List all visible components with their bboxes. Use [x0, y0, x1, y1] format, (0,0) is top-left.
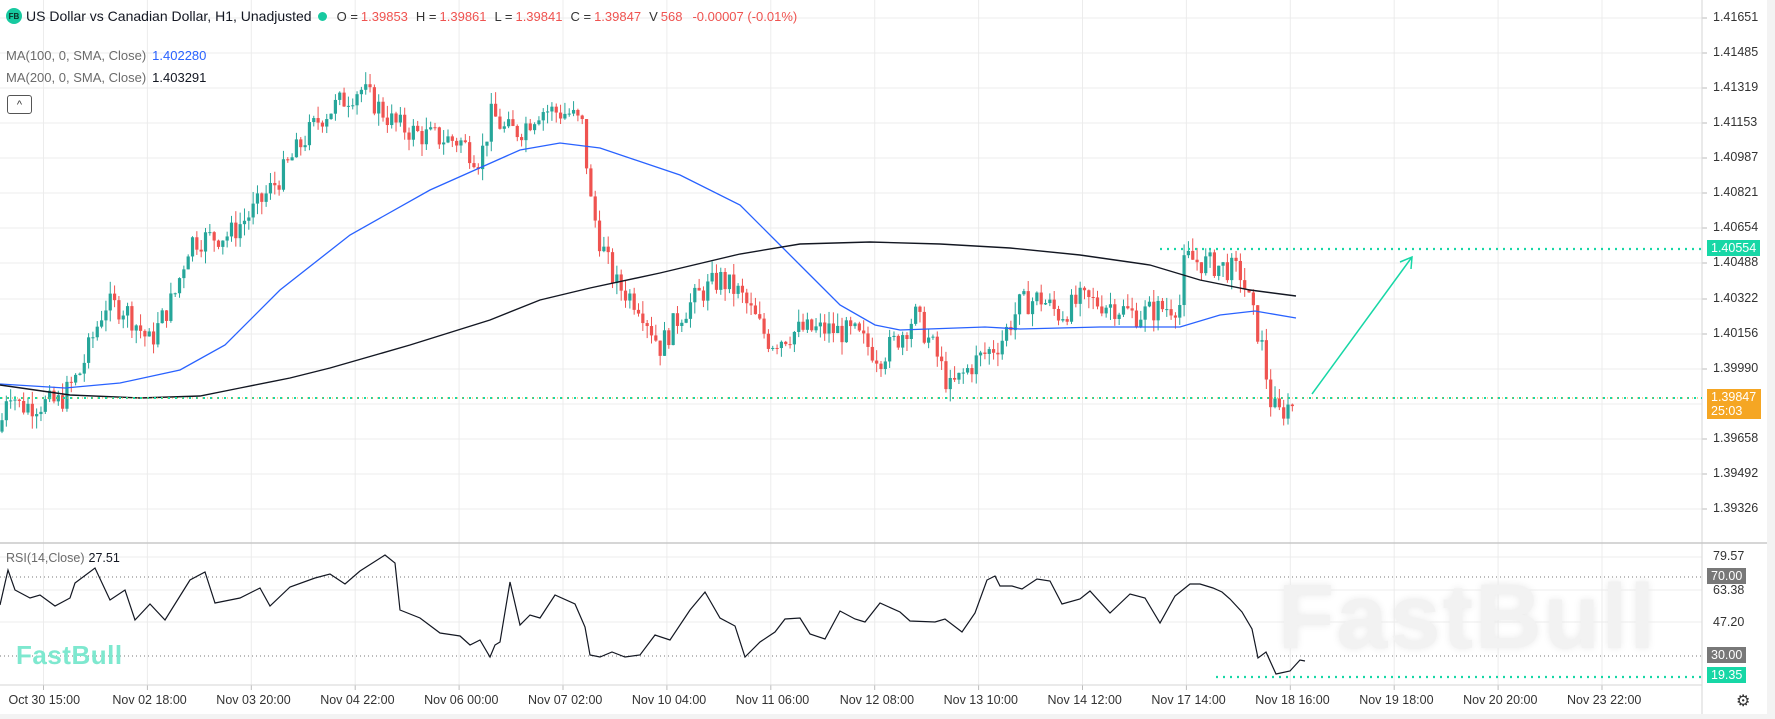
time-tick: Nov 13 10:00 [943, 693, 1018, 707]
price-tick: 1.39326 [1713, 501, 1759, 515]
price-tick: 1.40821 [1713, 185, 1759, 199]
price-tick: 1.40987 [1713, 150, 1759, 164]
bar-countdown: 25:03 [1711, 404, 1743, 418]
rsi-upper-band-tag: 70.00 [1707, 568, 1747, 584]
price-tick: 1.41651 [1713, 10, 1759, 24]
close-label: C = [570, 8, 592, 24]
price-tick: 1.40654 [1713, 220, 1759, 234]
time-tick: Nov 14 12:00 [1047, 693, 1122, 707]
price-tick: 1.40156 [1713, 326, 1759, 340]
time-tick: Oct 30 15:00 [8, 693, 81, 707]
price-tick: 1.41485 [1713, 45, 1759, 59]
rsi-tick-1: 79.57 [1713, 549, 1745, 563]
ma200-legend[interactable]: MA(200, 0, SMA, Close) 1.403291 [6, 70, 206, 85]
time-tick: Nov 06 00:00 [424, 693, 499, 707]
change-value: -0.00007 (-0.01%) [692, 8, 798, 24]
open-label: O = [336, 8, 358, 24]
symbol-title[interactable]: US Dollar vs Canadian Dollar, H1, Unadju… [26, 8, 312, 24]
time-tick: Nov 03 20:00 [216, 693, 291, 707]
ma100-label: MA(100, 0, SMA, Close) [6, 48, 147, 63]
chevron-up-icon: ^ [16, 98, 23, 111]
ma100-value: 1.402280 [152, 48, 207, 63]
price-tick: 1.41153 [1713, 115, 1758, 129]
current-price-value: 1.39847 [1711, 390, 1757, 404]
price-tick: 1.39492 [1713, 466, 1759, 480]
high-label: H = [415, 8, 437, 24]
time-tick: Nov 02 18:00 [112, 693, 187, 707]
time-tick: Nov 10 04:00 [631, 693, 707, 707]
chart-legend-header: FB US Dollar vs Canadian Dollar, H1, Una… [6, 8, 797, 24]
rsi-value: 27.51 [88, 551, 120, 565]
settings-gear-icon[interactable]: ⚙ [1736, 693, 1751, 710]
time-tick: Nov 20 20:00 [1463, 693, 1538, 707]
close-value: 1.39847 [594, 8, 642, 24]
ma200-label: MA(200, 0, SMA, Close) [6, 70, 147, 85]
current-price-tag: 1.39847 25:03 [1707, 389, 1761, 419]
volume-value: 568 [660, 8, 683, 24]
price-tick: 1.39990 [1713, 361, 1759, 375]
rsi-lower-band-tag: 30.00 [1707, 647, 1747, 663]
price-tick: 1.40322 [1713, 291, 1759, 305]
ma200-value: 1.403291 [152, 70, 207, 85]
rsi-label: RSI(14,Close) [6, 551, 85, 565]
price-tick: 1.41319 [1713, 80, 1759, 94]
fastbull-logo-small: FastBull [16, 640, 123, 670]
ma100-legend[interactable]: MA(100, 0, SMA, Close) 1.402280 [6, 48, 206, 63]
price-tick: 1.40488 [1713, 255, 1759, 269]
time-tick: Nov 17 14:00 [1151, 693, 1226, 707]
time-tick: Nov 23 22:00 [1567, 693, 1642, 707]
bottom-strip [0, 714, 1775, 719]
time-tick: Nov 19 18:00 [1359, 693, 1434, 707]
time-tick: Nov 12 08:00 [839, 693, 915, 707]
rsi-tick-2: 63.38 [1713, 583, 1745, 597]
scrollbar-strip[interactable] [1767, 0, 1775, 719]
rsi-marker-tag: 19.35 [1707, 667, 1747, 683]
rsi-tick-3: 47.20 [1713, 615, 1745, 629]
low-value: 1.39841 [515, 8, 563, 24]
time-tick: Nov 18 16:00 [1255, 693, 1330, 707]
time-tick: Nov 04 22:00 [320, 693, 395, 707]
fastbull-logo-icon: FB [6, 8, 22, 24]
time-tick: Nov 11 06:00 [735, 693, 810, 707]
collapse-legend-button[interactable]: ^ [7, 95, 32, 114]
high-value: 1.39861 [439, 8, 487, 24]
target-price-tag: 1.40554 [1707, 240, 1761, 256]
time-tick: Nov 07 02:00 [528, 693, 603, 707]
volume-label: V [649, 8, 658, 24]
market-open-dot-icon [317, 11, 327, 21]
price-tick: 1.39658 [1713, 431, 1759, 445]
fastbull-watermark: FastBull [1278, 566, 1657, 668]
rsi-legend[interactable]: RSI(14,Close) 27.51 [6, 551, 120, 565]
low-label: L = [494, 8, 513, 24]
open-value: 1.39853 [360, 8, 408, 24]
